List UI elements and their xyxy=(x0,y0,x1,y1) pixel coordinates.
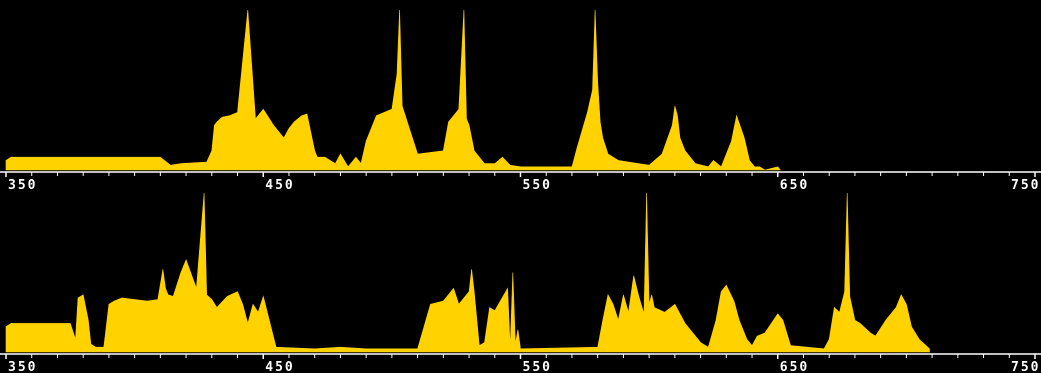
x-tick-label: 750 xyxy=(1011,360,1040,373)
x-tick-label: 450 xyxy=(265,360,294,373)
x-tick-label: 550 xyxy=(523,178,552,193)
x-tick-label: 450 xyxy=(265,178,294,193)
spectrum-trace-top xyxy=(5,9,781,171)
x-tick-label: 750 xyxy=(1011,178,1040,193)
x-tick-label: 350 xyxy=(8,360,37,373)
x-tick-label: 350 xyxy=(8,178,37,193)
top-spectrum-panel: 350 450 550 650 750 xyxy=(0,9,1041,193)
x-tick-label: 650 xyxy=(780,360,809,373)
x-tick-label: 650 xyxy=(780,178,809,193)
spectrum-trace-bottom xyxy=(5,192,930,353)
x-tick-label: 550 xyxy=(523,360,552,373)
bottom-spectrum-panel: 350 450 550 650 750 xyxy=(0,192,1041,373)
